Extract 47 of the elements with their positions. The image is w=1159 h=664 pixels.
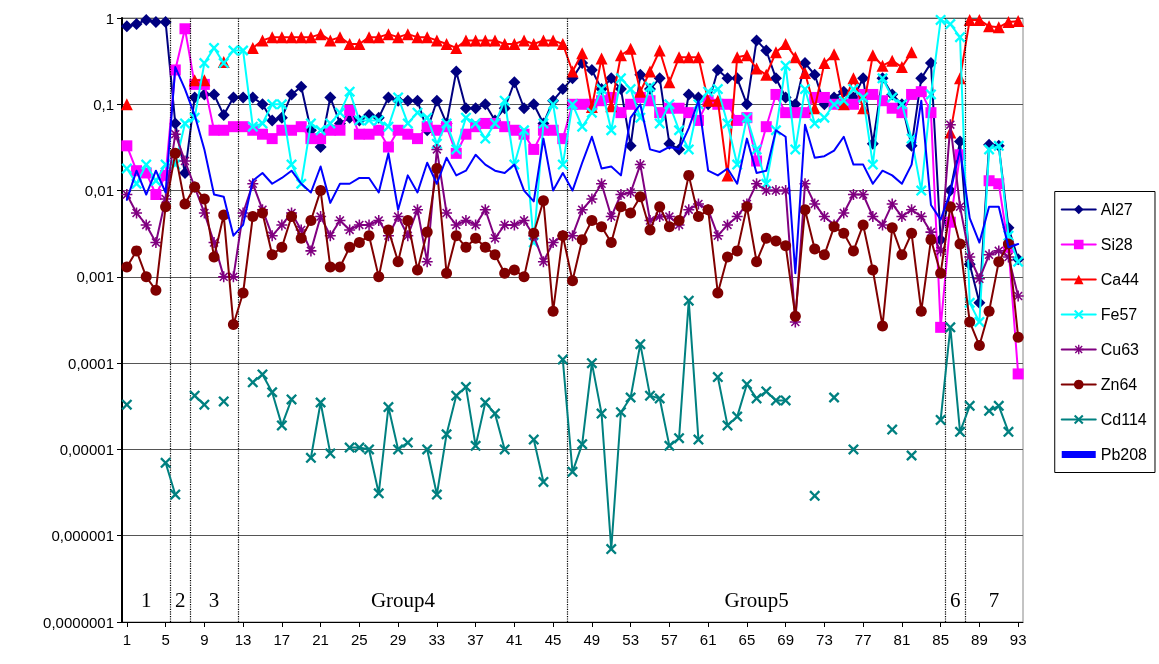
annotation: Group5 bbox=[724, 588, 789, 612]
x-tick-label: 73 bbox=[816, 631, 833, 648]
x-tick-label: 33 bbox=[428, 631, 446, 648]
x-tick-label: 93 bbox=[1009, 631, 1027, 648]
y-tick-label: 0,001 bbox=[76, 268, 114, 286]
x-tick-label: 85 bbox=[932, 631, 949, 648]
x-tick-label: 49 bbox=[583, 631, 601, 648]
annotation: Group4 bbox=[370, 588, 436, 612]
x-tick-label: 9 bbox=[200, 631, 209, 648]
x-tick-label: 89 bbox=[971, 631, 988, 648]
annotation: 7 bbox=[988, 588, 1000, 612]
legend-label: Ca44 bbox=[1100, 271, 1140, 288]
x-tick-label: 53 bbox=[622, 631, 639, 648]
x-tick-label: 13 bbox=[234, 631, 252, 648]
annotation: 6 bbox=[949, 588, 961, 612]
x-tick-label: 37 bbox=[467, 631, 484, 648]
x-tick-label: 61 bbox=[699, 631, 717, 648]
y-tick-label: 0,000001 bbox=[51, 527, 114, 545]
y-tick-label: 0,00001 bbox=[59, 440, 114, 458]
x-tick-label: 69 bbox=[777, 631, 794, 648]
y-tick-label: 0,0001 bbox=[68, 354, 114, 372]
x-tick-label: 25 bbox=[351, 631, 368, 648]
legend-label: Cu63 bbox=[1100, 341, 1140, 358]
legend-label: Zn64 bbox=[1100, 376, 1138, 393]
x-tick-label: 81 bbox=[893, 631, 911, 648]
legend-label: Al27 bbox=[1100, 201, 1133, 218]
x-tick-label: 65 bbox=[738, 631, 756, 648]
legend-label: Cd114 bbox=[1100, 411, 1147, 428]
x-tick-label: 21 bbox=[312, 631, 329, 648]
x-tick-label: 5 bbox=[161, 631, 170, 648]
legend-label: Fe57 bbox=[1100, 306, 1138, 323]
legend-label: Pb208 bbox=[1100, 446, 1148, 463]
x-tick-label: 1 bbox=[122, 631, 132, 648]
y-tick-label: 0,01 bbox=[84, 182, 114, 200]
y-tick-label: 0,1 bbox=[93, 95, 114, 113]
x-tick-label: 77 bbox=[854, 631, 872, 648]
annotation: 2 bbox=[174, 588, 186, 612]
y-tick-label: 1 bbox=[105, 9, 114, 27]
legend-label: Si28 bbox=[1100, 236, 1133, 253]
x-tick-label: 41 bbox=[506, 631, 523, 648]
annotation: 1 bbox=[140, 588, 152, 612]
y-tick-label: 0,0000001 bbox=[43, 613, 114, 631]
x-tick-label: 57 bbox=[661, 631, 678, 648]
annotation: 3 bbox=[208, 588, 220, 612]
x-tick-label: 29 bbox=[389, 631, 407, 648]
x-tick-label: 17 bbox=[273, 631, 291, 648]
x-tick-label: 45 bbox=[544, 631, 562, 648]
